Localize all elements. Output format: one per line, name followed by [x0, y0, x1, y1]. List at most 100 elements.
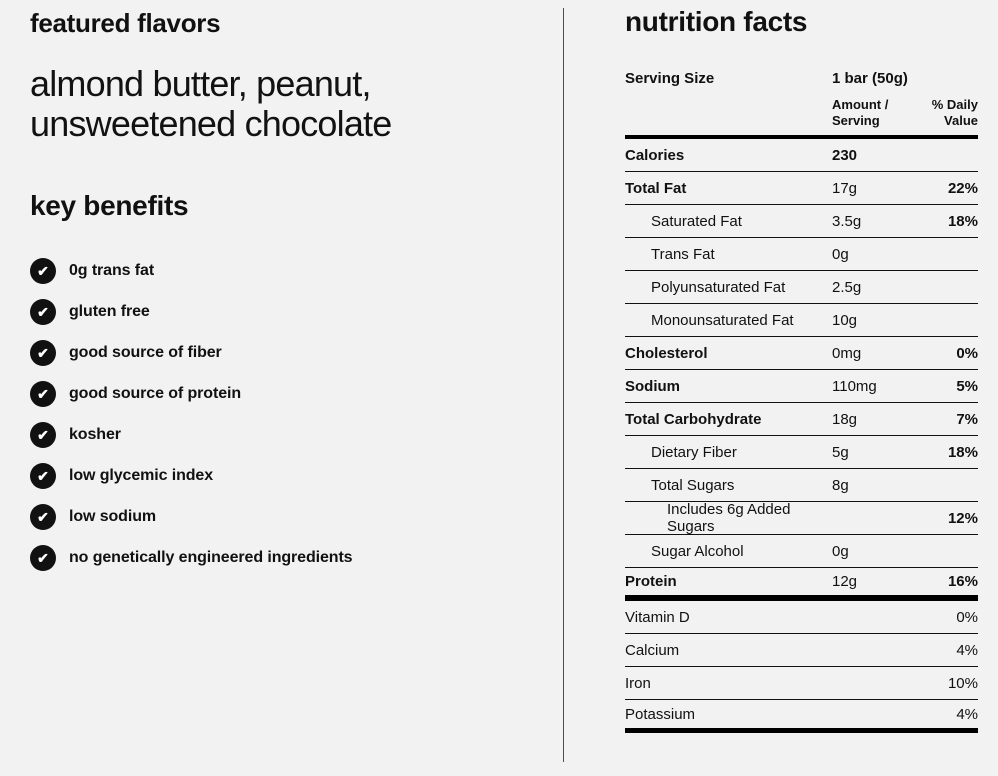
nutrient-daily-value: 18% [947, 443, 978, 461]
serving-size-value: 1 bar (50g) [832, 70, 908, 87]
nutrient-amount: 0g [832, 542, 849, 560]
nutrient-daily-value: 0% [956, 344, 978, 362]
benefit-label: kosher [69, 426, 121, 443]
nutrition-row: Polyunsaturated Fat 2.5g [625, 271, 978, 304]
benefit-item: ✔ low sodium [30, 504, 535, 530]
nutrient-daily-value: 12% [947, 509, 978, 527]
nutrient-label: Monounsaturated Fat [651, 311, 794, 329]
amount-per-serving-header: Amount / Serving [832, 97, 889, 128]
benefit-item: ✔ no genetically engineered ingredients [30, 545, 535, 571]
column-header-spacer [625, 97, 832, 129]
nutrient-daily-value: 18% [947, 212, 978, 230]
nutrient-label: Calories [625, 146, 685, 164]
vitamin-label: Calcium [625, 641, 680, 659]
percent-daily-value-header: % Daily Value [931, 97, 978, 128]
benefit-item: ✔ kosher [30, 422, 535, 448]
nutrient-amount: 3.5g [832, 212, 862, 230]
nutrition-row: Includes 6g Added Sugars 12% [625, 501, 978, 535]
vitamin-daily-value: 4% [956, 705, 978, 723]
check-icon: ✔ [30, 463, 56, 489]
nutrient-label: Polyunsaturated Fat [651, 278, 786, 296]
nutrition-row: Total Fat 17g 22% [625, 172, 978, 205]
key-benefits-list: ✔ 0g trans fat ✔ gluten free ✔ good source of… [30, 258, 535, 571]
check-icon: ✔ [30, 422, 56, 448]
nutrition-row: Cholesterol 0mg 0% [625, 337, 978, 370]
nutrient-amount: 12g [832, 573, 858, 590]
nutrition-facts-section: nutrition facts Serving Size 1 bar (50g)… [625, 6, 978, 733]
nutrient-amount: 0g [832, 245, 849, 263]
vitamins-table-body: Vitamin D 0% Calcium 4% Iron 10% Potassium 4% [625, 601, 978, 733]
check-icon: ✔ [30, 504, 56, 530]
check-icon: ✔ [30, 340, 56, 366]
benefit-item: ✔ good source of fiber [30, 340, 535, 366]
serving-size-row: Serving Size 1 bar (50g) [625, 70, 978, 87]
nutrient-daily-value: 16% [947, 573, 978, 590]
nutrient-daily-value: 5% [956, 377, 978, 395]
nutrient-label: Trans Fat [651, 245, 715, 263]
nutrient-amount: 2.5g [832, 278, 862, 296]
vitamin-daily-value: 0% [956, 608, 978, 626]
check-icon: ✔ [30, 299, 56, 325]
benefit-label: low glycemic index [69, 467, 214, 484]
benefit-label: good source of protein [69, 385, 242, 402]
featured-flavors-title: featured flavors [30, 8, 221, 38]
benefit-item: ✔ good source of protein [30, 381, 535, 407]
nutrition-row: Calories 230 [625, 139, 978, 172]
nutrition-row: Sodium 110mg 5% [625, 370, 978, 403]
nutrient-label: Includes 6g Added Sugars [667, 501, 791, 535]
nutrition-row: Total Sugars 8g [625, 469, 978, 502]
nutrition-row: Monounsaturated Fat 10g [625, 304, 978, 337]
benefit-item: ✔ low glycemic index [30, 463, 535, 489]
nutrient-label: Total Sugars [651, 476, 735, 494]
benefit-label: low sodium [69, 508, 157, 525]
featured-flavors-section: featured flavors almond butter, peanut, … [30, 8, 535, 586]
benefit-item: ✔ gluten free [30, 299, 535, 325]
check-icon: ✔ [30, 258, 56, 284]
check-icon: ✔ [30, 545, 56, 571]
column-divider [563, 8, 564, 762]
nutrition-row: Dietary Fiber 5g 18% [625, 436, 978, 469]
nutrient-label: Sugar Alcohol [651, 542, 744, 560]
nutrition-row: Saturated Fat 3.5g 18% [625, 205, 978, 238]
nutrition-table-body: Calories 230 Total Fat 17g 22% Saturated Fat 3… [625, 139, 978, 601]
nutrient-label: Protein [625, 573, 677, 590]
vitamin-label: Iron [625, 674, 651, 692]
check-icon: ✔ [30, 381, 56, 407]
vitamin-daily-value: 4% [956, 641, 978, 659]
vitamin-row: Calcium 4% [625, 634, 978, 667]
nutrition-column-headers: Amount / Serving % Daily Value [625, 97, 978, 139]
nutrient-amount: 10g [832, 311, 858, 329]
nutrient-amount: 5g [832, 443, 849, 461]
nutrient-label: Total Carbohydrate [625, 410, 762, 428]
nutrient-daily-value: 22% [947, 179, 978, 197]
benefit-label: good source of fiber [69, 344, 222, 361]
vitamin-row: Vitamin D 0% [625, 601, 978, 634]
nutrition-row: Total Carbohydrate 18g 7% [625, 403, 978, 436]
nutrient-daily-value: 7% [956, 410, 978, 428]
nutrient-label: Dietary Fiber [651, 443, 737, 461]
nutrient-label: Cholesterol [625, 344, 708, 362]
key-benefits-title: key benefits [30, 190, 189, 221]
vitamin-label: Vitamin D [625, 608, 690, 626]
nutrient-label: Total Fat [625, 179, 687, 197]
nutrient-label: Saturated Fat [651, 212, 742, 230]
nutrient-amount: 8g [832, 476, 849, 494]
flavors-text: almond butter, peanut, unsweetened choco… [30, 63, 392, 144]
serving-size-label: Serving Size [625, 70, 715, 87]
benefit-label: gluten free [69, 303, 150, 320]
nutrient-amount: 17g [832, 179, 858, 197]
nutrient-amount: 18g [832, 410, 858, 428]
vitamin-label: Potassium [625, 705, 696, 723]
nutrient-amount: 230 [832, 146, 858, 164]
benefit-item: ✔ 0g trans fat [30, 258, 535, 284]
vitamin-daily-value: 10% [947, 674, 978, 692]
nutrient-amount: 110mg [832, 377, 877, 395]
nutrition-row: Sugar Alcohol 0g [625, 535, 978, 568]
nutrition-facts-title: nutrition facts [625, 6, 808, 37]
nutrition-row: Protein 12g 16% [625, 568, 978, 601]
benefit-label: no genetically engineered ingredients [69, 549, 353, 566]
vitamin-row: Potassium 4% [625, 700, 978, 733]
vitamin-row: Iron 10% [625, 667, 978, 700]
nutrition-row: Trans Fat 0g [625, 238, 978, 271]
